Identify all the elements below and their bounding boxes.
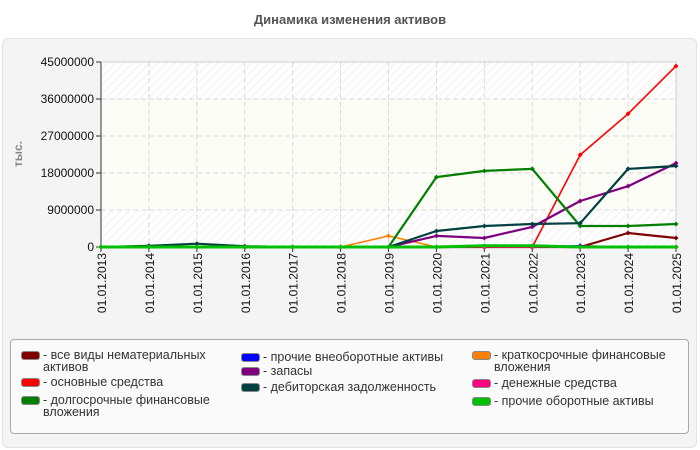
legend-swatch-icon bbox=[472, 379, 491, 388]
svg-text:01.01.2017: 01.01.2017 bbox=[287, 253, 301, 313]
x-axis-labels: 01.01.2013 01.01.2014 01.01.2015 01.01.2016… bbox=[95, 253, 684, 313]
legend-label: - прочие оборотные активы bbox=[494, 394, 654, 408]
svg-text:01.01.2016: 01.01.2016 bbox=[239, 253, 253, 313]
legend-label: - прочие внеоборотные активы bbox=[263, 350, 444, 364]
legend-item: - все виды нематериальных активов bbox=[21, 349, 206, 373]
legend-label: - запасы bbox=[263, 364, 313, 378]
data-series bbox=[98, 63, 679, 250]
legend-item: - долгосрочные финансовые вложения bbox=[21, 394, 210, 418]
svg-text:27000000: 27000000 bbox=[41, 129, 95, 143]
legend-item: - прочие оборотные активы bbox=[472, 395, 654, 407]
legend-swatch-icon bbox=[472, 351, 491, 360]
y-axis-labels: 0 9000000 18000000 27000000 36000000 45000000 bbox=[41, 55, 95, 254]
svg-text:0: 0 bbox=[87, 240, 94, 254]
legend-swatch-icon bbox=[472, 397, 491, 406]
legend-label: - долгосрочные финансовые вложения bbox=[43, 393, 210, 419]
legend-swatch-icon bbox=[241, 383, 260, 392]
legend-label: - все виды нематериальных активов bbox=[43, 348, 206, 374]
svg-text:36000000: 36000000 bbox=[41, 92, 95, 106]
legend-swatch-icon bbox=[241, 353, 260, 362]
legend-item: - основные средства bbox=[21, 376, 163, 388]
svg-text:01.01.2013: 01.01.2013 bbox=[95, 253, 109, 313]
svg-text:01.01.2014: 01.01.2014 bbox=[143, 253, 157, 313]
svg-text:01.01.2025: 01.01.2025 bbox=[670, 253, 684, 313]
svg-text:01.01.2019: 01.01.2019 bbox=[383, 253, 397, 313]
svg-text:9000000: 9000000 bbox=[47, 203, 94, 217]
legend-label: - краткосрочные финансовые вложения bbox=[494, 348, 666, 374]
legend-label: - дебиторская задолженность bbox=[263, 380, 437, 394]
legend-item: - денежные средства bbox=[472, 377, 617, 389]
legend-swatch-icon bbox=[241, 367, 260, 376]
svg-text:01.01.2020: 01.01.2020 bbox=[430, 253, 444, 313]
legend: - все виды нематериальных активов - осно… bbox=[10, 339, 689, 434]
svg-text:01.01.2022: 01.01.2022 bbox=[526, 253, 540, 313]
legend-label: - основные средства bbox=[43, 375, 164, 389]
legend-swatch-icon bbox=[21, 351, 40, 360]
svg-text:45000000: 45000000 bbox=[41, 55, 95, 69]
plot-area: 0 9000000 18000000 27000000 36000000 45000000… bbox=[11, 55, 684, 313]
legend-item: - прочие внеоборотные активы bbox=[241, 351, 443, 363]
svg-text:01.01.2024: 01.01.2024 bbox=[622, 253, 636, 313]
svg-text:01.01.2018: 01.01.2018 bbox=[335, 253, 349, 313]
legend-item: - краткосрочные финансовые вложения bbox=[472, 349, 666, 373]
svg-text:01.01.2015: 01.01.2015 bbox=[191, 253, 205, 313]
y-axis-title: тыс. bbox=[11, 141, 25, 167]
svg-text:01.01.2023: 01.01.2023 bbox=[574, 253, 588, 313]
chart-title: Динамика изменения активов bbox=[253, 12, 447, 27]
series-line bbox=[98, 243, 679, 250]
svg-text:01.01.2021: 01.01.2021 bbox=[478, 253, 492, 313]
legend-swatch-icon bbox=[21, 396, 40, 405]
legend-item: - дебиторская задолженность bbox=[241, 381, 436, 393]
legend-label: - денежные средства bbox=[494, 376, 617, 390]
legend-swatch-icon bbox=[21, 378, 40, 387]
svg-text:18000000: 18000000 bbox=[41, 166, 95, 180]
legend-item: - запасы bbox=[241, 365, 312, 377]
